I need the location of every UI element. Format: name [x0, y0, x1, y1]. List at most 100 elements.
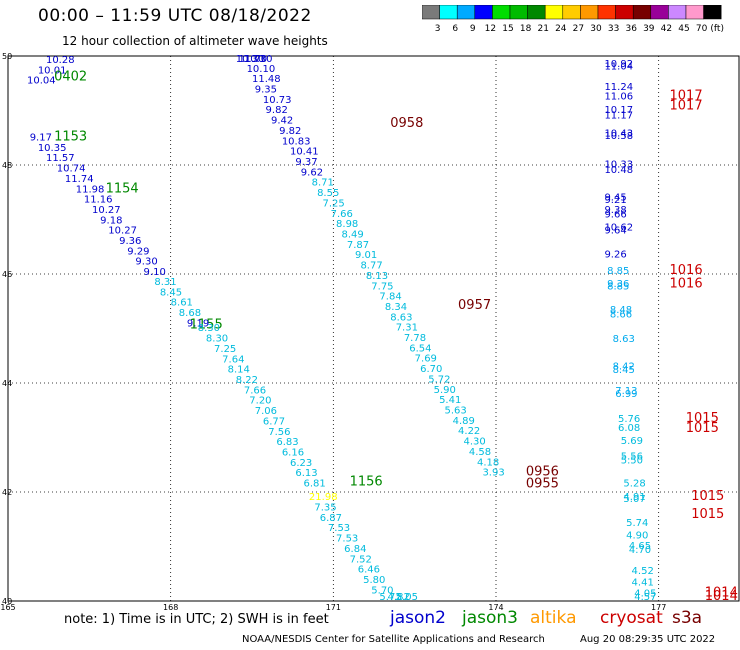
wave-height-value: 5.41 [439, 395, 461, 406]
wave-height-value: 8.98 [336, 219, 358, 230]
wave-height-value: 6.84 [344, 544, 366, 555]
wave-height-value: 5.05 [396, 592, 418, 603]
wave-height-value: 10.43 [604, 129, 633, 140]
wave-height-value: 10.27 [108, 226, 137, 237]
wave-height-value: 21.98 [309, 492, 338, 503]
pass-time-label: 0957 [458, 298, 491, 313]
longitude-tick-label: 168 [163, 603, 178, 612]
legend-bin-label: 15 [502, 24, 513, 34]
wave-height-value: 10.10 [247, 64, 276, 75]
wave-height-value: 11.70 [238, 54, 267, 65]
wave-height-value: 9.19 [187, 318, 209, 329]
wave-height-value: 9.38 [604, 205, 626, 216]
wave-height-value: 10.30 [244, 54, 273, 65]
wave-height-value: 4.91 [623, 492, 645, 503]
legend-bin-label: 9 [470, 24, 476, 34]
wave-height-value: 8.30 [206, 334, 228, 345]
legend-bin-label: 27 [573, 24, 584, 34]
wave-height-value: 8.68 [179, 308, 201, 319]
wave-height-value: 7.75 [371, 281, 393, 292]
wave-height-value: 8.34 [385, 302, 407, 313]
legend-bin-label: 33 [608, 24, 619, 34]
wave-height-value: 10.74 [57, 164, 86, 175]
wave-height-value: 6.87 [320, 513, 342, 524]
wave-height-value: 5.70 [371, 585, 393, 596]
wave-height-value: 8.13 [366, 271, 388, 282]
wave-height-value: 9.18 [100, 215, 122, 226]
wave-height-value: 5.69 [621, 436, 643, 447]
wave-height-value: 9.45 [604, 192, 626, 203]
latitude-tick-label: 40 [2, 597, 12, 606]
wave-height-value: 4.89 [453, 416, 475, 427]
wave-height-value: 7.66 [244, 385, 266, 396]
wave-height-value: 4.82 [388, 592, 410, 603]
wave-height-value: 7.53 [336, 534, 358, 545]
wave-height-value: 8.63 [613, 334, 635, 345]
wave-height-value: 5.72 [379, 592, 401, 603]
wave-height-value: 7.52 [350, 554, 372, 565]
wave-height-value: 7.84 [379, 292, 401, 303]
wave-height-value: 8.71 [312, 178, 334, 189]
pass-time-label: 0956 [526, 465, 559, 480]
wave-height-value: 5.74 [626, 518, 648, 529]
legend-bin-label: 30 [590, 24, 602, 34]
wave-height-value: 7.35 [314, 503, 336, 514]
wave-height-value: 10.30 [236, 54, 265, 65]
legend-bin-label: 45 [678, 24, 689, 34]
pass-time-label: 1014 [705, 589, 738, 604]
satellite-cryosat: cryosat [600, 608, 663, 628]
wave-height-value: 10.58 [604, 131, 633, 142]
wave-height-value: 8.66 [610, 310, 632, 321]
wave-height-value: 8.49 [341, 229, 363, 240]
wave-height-value: 5.80 [363, 575, 385, 586]
wave-height-value: 8.85 [607, 266, 629, 277]
legend-bin-label: 39 [643, 24, 655, 34]
longitude-tick-label: 165 [0, 603, 15, 612]
wave-height-value: 9.30 [135, 257, 157, 268]
wave-height-value: 10.33 [604, 160, 633, 171]
wave-height-value: 9.29 [127, 246, 149, 257]
wave-height-value: 7.53 [328, 523, 350, 534]
pass-time-label: 0402 [54, 70, 87, 85]
legend-bin-label: 6 [452, 24, 458, 34]
wave-height-value: 6.54 [409, 343, 431, 354]
wave-height-value: 8.55 [317, 188, 339, 199]
wave-height-color-legend: 3 6 9 12 15 18 21 24 27 30 33 36 39 42 45 70 (ft) [422, 5, 724, 34]
legend-bin-label: 24 [555, 24, 567, 34]
wave-height-value: 11.57 [46, 153, 75, 164]
wave-height-value: 6.46 [358, 565, 380, 576]
wave-height-value: 9.26 [604, 250, 626, 261]
wave-height-value: 10.73 [263, 95, 292, 106]
wave-height-value: 9.64 [604, 226, 626, 237]
wave-height-value: 5.76 [618, 414, 640, 425]
wave-height-value: 8.42 [613, 361, 635, 372]
legend-swatch [703, 5, 722, 20]
legend-bin-label: 70 [696, 24, 708, 34]
pass-time-label: 1015 [686, 411, 719, 426]
page-subtitle: 12 hour collection of altimeter wave hei… [62, 34, 328, 48]
wave-height-value: 10.01 [38, 65, 67, 76]
wave-height-value: 4.05 [634, 589, 656, 600]
legend-bin-label: 42 [661, 24, 672, 34]
longitude-tick-label: 171 [326, 603, 341, 612]
wave-height-value: 9.37 [295, 157, 317, 168]
wave-height-value: 6.23 [290, 458, 312, 469]
legend-bin-label: 12 [485, 24, 496, 34]
wave-height-value: 11.16 [84, 195, 113, 206]
wave-height-value: 10.27 [92, 205, 121, 216]
latitude-tick-label: 50 [2, 52, 12, 61]
pass-time-label: 1156 [350, 474, 383, 489]
pass-time-label: 1153 [54, 129, 87, 144]
wave-height-value: 8.45 [613, 365, 635, 376]
wave-height-value: 4.22 [458, 426, 480, 437]
wave-height-value: 8.48 [610, 305, 632, 316]
wave-height-value: 9.01 [355, 250, 377, 261]
wave-height-value: 6.83 [276, 437, 298, 448]
wave-height-value: 5.07 [623, 494, 645, 505]
pass-time-label: 1014 [705, 586, 738, 601]
pass-time-label: 1015 [691, 489, 724, 504]
pass-time-label: 1016 [670, 263, 703, 278]
wave-height-value: 6.81 [304, 479, 326, 490]
pass-time-label: 1017 [670, 98, 703, 113]
wave-height-value: 6.08 [618, 423, 640, 434]
